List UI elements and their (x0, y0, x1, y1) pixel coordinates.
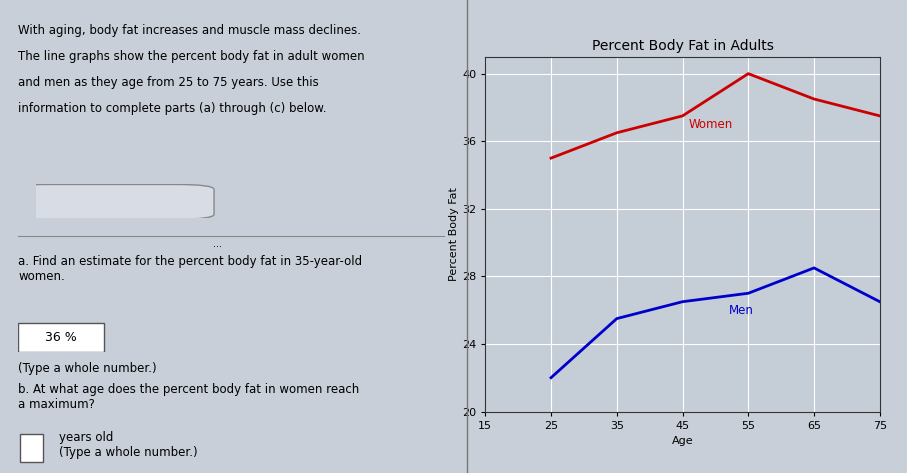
Text: and men as they age from 25 to 75 years. Use this: and men as they age from 25 to 75 years.… (18, 76, 319, 88)
Text: 36 %: 36 % (44, 331, 77, 343)
Text: With aging, body fat increases and muscle mass declines.: With aging, body fat increases and muscl… (18, 24, 361, 36)
Text: (Type a whole number.): (Type a whole number.) (18, 362, 157, 375)
Text: The line graphs show the percent body fat in adult women: The line graphs show the percent body fa… (18, 50, 365, 62)
FancyBboxPatch shape (18, 323, 104, 352)
X-axis label: Age: Age (672, 436, 693, 446)
FancyBboxPatch shape (20, 434, 43, 462)
Text: Women: Women (689, 118, 734, 131)
Text: years old
(Type a whole number.): years old (Type a whole number.) (59, 431, 198, 459)
Text: b. At what age does the percent body fat in women reach
a maximum?: b. At what age does the percent body fat… (18, 383, 359, 411)
Title: Percent Body Fat in Adults: Percent Body Fat in Adults (591, 39, 774, 53)
Text: ...: ... (213, 238, 222, 249)
Y-axis label: Percent Body Fat: Percent Body Fat (449, 187, 459, 281)
Text: a. Find an estimate for the percent body fat in 35-year-old
women.: a. Find an estimate for the percent body… (18, 255, 362, 283)
FancyBboxPatch shape (11, 184, 214, 219)
FancyBboxPatch shape (168, 228, 268, 259)
Text: information to complete parts (a) through (c) below.: information to complete parts (a) throug… (18, 102, 327, 114)
Text: Men: Men (728, 304, 754, 316)
